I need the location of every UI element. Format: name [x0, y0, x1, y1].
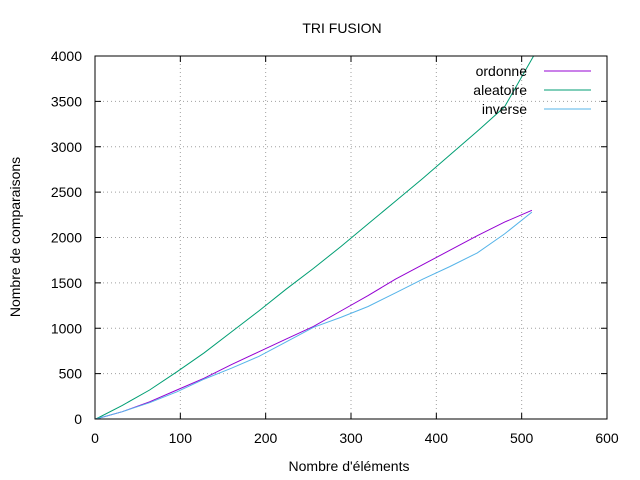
x-tick-label: 500 [510, 430, 534, 446]
y-tick-label: 500 [59, 366, 83, 382]
series-line-aleatoire [95, 55, 535, 420]
x-tick-label: 200 [254, 430, 278, 446]
x-tick-label: 400 [425, 430, 449, 446]
y-axis-label: Nombre de comparaisons [7, 157, 23, 317]
y-tick-label: 3000 [51, 139, 82, 155]
grid [95, 56, 607, 419]
legend: ordonne aleatoire inverse [473, 63, 591, 117]
y-tick-label: 2000 [51, 230, 82, 246]
y-tick-label: 0 [74, 411, 82, 427]
y-tick-label: 3500 [51, 93, 82, 109]
x-tick-label: 0 [91, 430, 99, 446]
tick-labels: 0 100 200 300 400 500 600 0 500 1000 1500 2000 2500 3… [51, 48, 619, 446]
x-tick-label: 100 [169, 430, 193, 446]
chart-title: TRI FUSION [302, 20, 381, 36]
x-tick-label: 600 [595, 430, 619, 446]
series-layer [95, 55, 535, 420]
legend-label-ordonne: ordonne [476, 63, 528, 79]
y-tick-label: 1000 [51, 320, 82, 336]
y-tick-label: 4000 [51, 48, 82, 64]
ticks [94, 55, 608, 420]
x-tick-label: 300 [339, 430, 363, 446]
legend-label-inverse: inverse [482, 101, 527, 117]
series-line-inverse [95, 211, 533, 420]
y-tick-label: 2500 [51, 184, 82, 200]
legend-label-aleatoire: aleatoire [473, 82, 527, 98]
y-tick-label: 1500 [51, 275, 82, 291]
series-line-ordonne [95, 209, 533, 420]
x-axis-label: Nombre d'éléments [289, 458, 410, 474]
